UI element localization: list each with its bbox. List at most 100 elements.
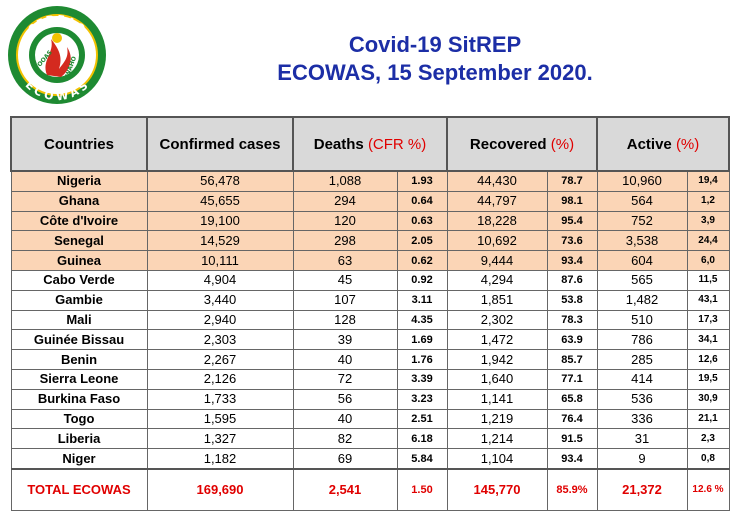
confirmed-cell: 45,655 bbox=[146, 190, 294, 212]
country-cell: Nigeria bbox=[10, 170, 148, 192]
confirmed-cell: 19,100 bbox=[146, 210, 294, 232]
active-pct-cell: 3,9 bbox=[686, 210, 730, 232]
country-cell: Cabo Verde bbox=[10, 269, 148, 291]
recovered-pct-cell: 77.1 bbox=[546, 368, 598, 390]
deaths-cell: 63 bbox=[292, 250, 398, 271]
country-cell: Sierra Leone bbox=[10, 368, 148, 390]
recovered-cell: 1,219 bbox=[446, 408, 548, 430]
table-row: Liberia 1,327 82 6.18 1,214 91.5 31 2,3 bbox=[10, 428, 730, 450]
confirmed-cell: 4,904 bbox=[146, 269, 294, 291]
confirmed-cell: 1,182 bbox=[146, 448, 294, 470]
recovered-pct-cell: 98.1 bbox=[546, 190, 598, 212]
table-row: Togo 1,595 40 2.51 1,219 76.4 336 21,1 bbox=[10, 408, 730, 430]
deaths-cell: 1,088 bbox=[292, 170, 398, 192]
active-pct-cell: 19,5 bbox=[686, 368, 730, 390]
active-pct-cell: 2,3 bbox=[686, 428, 730, 450]
active-pct-cell: 34,1 bbox=[686, 329, 730, 351]
header-countries: Countries bbox=[10, 116, 148, 172]
recovered-cell: 1,851 bbox=[446, 289, 548, 311]
active-pct-cell: 1,2 bbox=[686, 190, 730, 212]
deaths-cell: 40 bbox=[292, 349, 398, 370]
recovered-cell: 2,302 bbox=[446, 309, 548, 331]
confirmed-cell: 2,267 bbox=[146, 349, 294, 370]
covid-table: Countries Confirmed cases Deaths (CFR %)… bbox=[10, 116, 730, 511]
deaths-cell: 298 bbox=[292, 230, 398, 252]
deaths-cell: 294 bbox=[292, 190, 398, 212]
header-active: Active (%) bbox=[596, 116, 730, 172]
active-pct-cell: 17,3 bbox=[686, 309, 730, 331]
confirmed-cell: 1,595 bbox=[146, 408, 294, 430]
recovered-pct-cell: 65.8 bbox=[546, 388, 598, 410]
active-cell: 564 bbox=[596, 190, 688, 212]
recovered-cell: 44,797 bbox=[446, 190, 548, 212]
table-row: Gambie 3,440 107 3.11 1,851 53.8 1,482 43,1 bbox=[10, 289, 730, 311]
header-recovered-label: Recovered bbox=[469, 135, 547, 153]
recovered-cell: 44,430 bbox=[446, 170, 548, 192]
confirmed-cell: 2,940 bbox=[146, 309, 294, 331]
active-pct-cell: 43,1 bbox=[686, 289, 730, 311]
deaths-cell: 82 bbox=[292, 428, 398, 450]
deaths-cell: 45 bbox=[292, 269, 398, 291]
recovered-pct-cell: 93.4 bbox=[546, 250, 598, 271]
table-row: Côte d'Ivoire 19,100 120 0.63 18,228 95.4 752 3… bbox=[10, 210, 730, 232]
cfr-cell: 2.05 bbox=[396, 230, 448, 252]
title-line-2: ECOWAS, 15 September 2020. bbox=[277, 60, 593, 85]
header-row: Countries Confirmed cases Deaths (CFR %)… bbox=[10, 116, 730, 172]
table-row: Guinea 10,111 63 0.62 9,444 93.4 604 6,0 bbox=[10, 250, 730, 271]
country-cell: Côte d'Ivoire bbox=[10, 210, 148, 232]
active-pct-cell: 30,9 bbox=[686, 388, 730, 410]
recovered-cell: 1,640 bbox=[446, 368, 548, 390]
ecowas-logo: CEDEAO ECOWAS OOAS WAHO bbox=[8, 6, 106, 104]
header-recovered-pct: (%) bbox=[550, 135, 575, 153]
table-row: Benin 2,267 40 1.76 1,942 85.7 285 12,6 bbox=[10, 349, 730, 370]
deaths-cell: 40 bbox=[292, 408, 398, 430]
confirmed-cell: 1,733 bbox=[146, 388, 294, 410]
active-cell: 9 bbox=[596, 448, 688, 470]
deaths-cell: 56 bbox=[292, 388, 398, 410]
country-cell: Liberia bbox=[10, 428, 148, 450]
active-pct-cell: 11,5 bbox=[686, 269, 730, 291]
active-pct-cell: 0,8 bbox=[686, 448, 730, 470]
cfr-cell: 3.39 bbox=[396, 368, 448, 390]
active-cell: 604 bbox=[596, 250, 688, 271]
header-active-label: Active bbox=[626, 135, 672, 153]
active-cell: 510 bbox=[596, 309, 688, 331]
table-row: Guinée Bissau 2,303 39 1.69 1,472 63.9 786 34,1 bbox=[10, 329, 730, 351]
country-cell: Senegal bbox=[10, 230, 148, 252]
cfr-cell: 1.76 bbox=[396, 349, 448, 370]
table-row: Ghana 45,655 294 0.64 44,797 98.1 564 1,2 bbox=[10, 190, 730, 212]
recovered-pct-cell: 73.6 bbox=[546, 230, 598, 252]
cfr-cell: 4.35 bbox=[396, 309, 448, 331]
recovered-pct-cell: 91.5 bbox=[546, 428, 598, 450]
total-confirmed: 169,690 bbox=[146, 467, 294, 511]
recovered-pct-cell: 78.7 bbox=[546, 170, 598, 192]
total-cfr: 1.50 bbox=[396, 467, 448, 511]
active-cell: 285 bbox=[596, 349, 688, 370]
total-active: 21,372 bbox=[596, 467, 688, 511]
total-label: TOTAL ECOWAS bbox=[10, 467, 148, 511]
recovered-cell: 1,472 bbox=[446, 329, 548, 351]
table-body: Nigeria 56,478 1,088 1.93 44,430 78.7 10,960 19… bbox=[10, 170, 730, 470]
active-pct-cell: 21,1 bbox=[686, 408, 730, 430]
active-cell: 414 bbox=[596, 368, 688, 390]
confirmed-cell: 3,440 bbox=[146, 289, 294, 311]
active-pct-cell: 6,0 bbox=[686, 250, 730, 271]
confirmed-cell: 2,303 bbox=[146, 329, 294, 351]
table-row: Burkina Faso 1,733 56 3.23 1,141 65.8 536 30,9 bbox=[10, 388, 730, 410]
active-cell: 31 bbox=[596, 428, 688, 450]
recovered-pct-cell: 93.4 bbox=[546, 448, 598, 470]
recovered-pct-cell: 53.8 bbox=[546, 289, 598, 311]
header-deaths-label: Deaths bbox=[313, 135, 364, 153]
country-cell: Gambie bbox=[10, 289, 148, 311]
recovered-pct-cell: 76.4 bbox=[546, 408, 598, 430]
total-recovered: 145,770 bbox=[446, 467, 548, 511]
active-cell: 336 bbox=[596, 408, 688, 430]
cfr-cell: 6.18 bbox=[396, 428, 448, 450]
deaths-cell: 107 bbox=[292, 289, 398, 311]
table-row: Niger 1,182 69 5.84 1,104 93.4 9 0,8 bbox=[10, 448, 730, 470]
confirmed-cell: 10,111 bbox=[146, 250, 294, 271]
total-row: TOTAL ECOWAS 169,690 2,541 1.50 145,770 … bbox=[10, 467, 730, 511]
table-row: Sierra Leone 2,126 72 3.39 1,640 77.1 414 19,5 bbox=[10, 368, 730, 390]
table-row: Mali 2,940 128 4.35 2,302 78.3 510 17,3 bbox=[10, 309, 730, 331]
cfr-cell: 1.93 bbox=[396, 170, 448, 192]
